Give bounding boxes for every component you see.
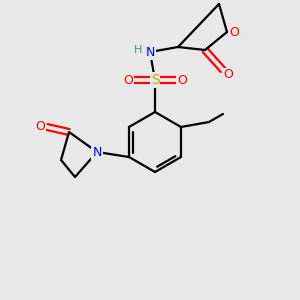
Text: N: N: [92, 146, 102, 158]
Text: O: O: [229, 26, 239, 38]
Text: O: O: [223, 68, 233, 82]
Text: O: O: [35, 121, 45, 134]
Text: N: N: [145, 46, 155, 59]
Text: S: S: [151, 73, 159, 87]
Text: H: H: [134, 45, 142, 55]
Text: O: O: [177, 74, 187, 86]
Text: O: O: [123, 74, 133, 86]
